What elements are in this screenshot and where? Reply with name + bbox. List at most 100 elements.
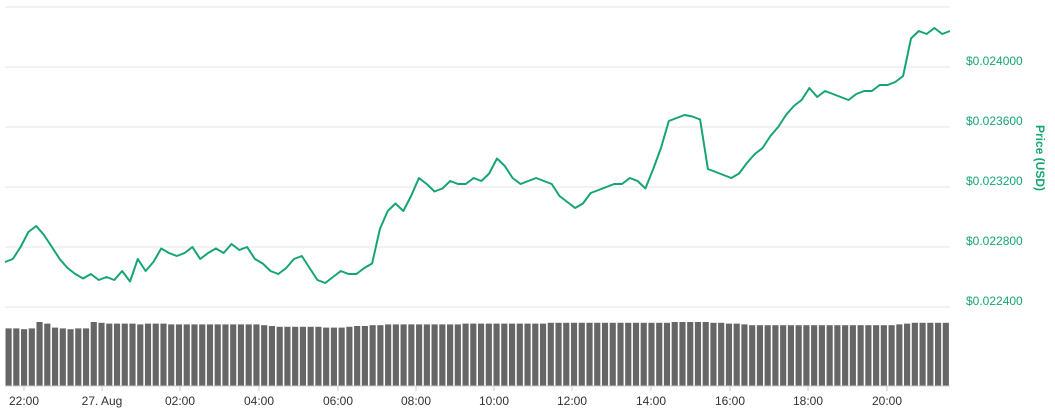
volume-bar (20, 329, 28, 386)
volume-bar (865, 325, 872, 386)
volume-bar (191, 324, 198, 386)
volume-bar (780, 325, 787, 386)
volume-bar (354, 326, 361, 386)
volume-bar (803, 325, 810, 386)
volume-bar (175, 324, 183, 386)
volume-bar (276, 326, 283, 386)
volume-bar (447, 324, 454, 386)
volume-bar (261, 325, 268, 386)
volume-bar (485, 323, 492, 386)
volume-bar (702, 322, 709, 386)
volume-bar (733, 323, 740, 386)
volume-bar (416, 324, 423, 386)
volume-bar (59, 328, 66, 386)
volume-bar (392, 324, 399, 386)
volume-bar (547, 322, 554, 386)
x-tick-label: 12:00 (557, 394, 587, 408)
volume-bar (919, 322, 926, 386)
volume-bar (51, 327, 59, 386)
volume-bar (710, 322, 717, 386)
volume-bar (423, 324, 430, 386)
y-tick-label: $0.024000 (966, 54, 1023, 68)
volume-bar (516, 323, 523, 386)
y-tick-label: $0.022800 (966, 234, 1023, 248)
volume-bar (609, 322, 616, 386)
volume-bar (811, 325, 818, 386)
grid-lines (5, 6, 950, 308)
volume-bar (826, 325, 833, 386)
volume-bar (880, 325, 887, 386)
volume-bar (904, 323, 911, 386)
x-tick-label: 02:00 (165, 394, 195, 408)
volume-bar (632, 322, 640, 386)
volume-bar (408, 324, 415, 386)
x-tick-label: 16:00 (715, 394, 745, 408)
volume-bar (501, 323, 508, 386)
volume-bar (13, 328, 20, 386)
volume-bar (795, 325, 802, 386)
volume-bar (508, 323, 516, 386)
x-tick-label: 20:00 (872, 394, 902, 408)
volume-bar (214, 324, 221, 386)
volume-bar (106, 323, 113, 386)
volume-bar (199, 324, 206, 386)
volume-bar (617, 322, 624, 386)
volume-bar (121, 323, 128, 386)
volume-bar (98, 322, 105, 386)
volume-bar (361, 326, 368, 386)
volume-bar (741, 324, 748, 386)
volume-bar (818, 325, 825, 386)
volume-bar (245, 324, 252, 386)
volume-bar (888, 325, 895, 386)
volume-bar (640, 322, 647, 386)
volume-bar (439, 324, 446, 386)
x-tick-label: 06:00 (323, 394, 353, 408)
volume-bar (586, 322, 593, 386)
volume-bar (764, 325, 771, 386)
volume-bar (594, 322, 601, 386)
volume-bar (299, 326, 306, 386)
volume-bar (625, 322, 632, 386)
x-tick-label: 08:00 (401, 394, 431, 408)
volume-bar (570, 322, 578, 386)
volume-bar (144, 323, 152, 386)
volume-bar (911, 322, 918, 386)
volume-bar (524, 323, 531, 386)
volume-bar (222, 324, 229, 386)
volume-bar (137, 324, 144, 386)
volume-bar (377, 325, 384, 386)
volume-bar (160, 323, 167, 386)
volume-bar (323, 327, 330, 386)
volume-bar (183, 324, 190, 386)
volume-bar (338, 327, 345, 386)
volume-bar (563, 322, 570, 386)
volume-bar (679, 322, 686, 386)
volume-bar (896, 324, 903, 386)
volume-bar (75, 328, 82, 386)
volume-bar (927, 322, 934, 386)
volume-bar (385, 324, 392, 386)
x-tick-label: 22:00 (9, 394, 39, 408)
volume-bar (935, 322, 942, 386)
volume-bar (578, 322, 585, 386)
x-tick-label: 18:00 (793, 394, 823, 408)
volume-bar (129, 323, 136, 386)
y-axis-label: Price (USD) (1033, 125, 1047, 191)
y-tick-label: $0.023200 (966, 174, 1023, 188)
volume-bar (857, 325, 864, 386)
volume-bar (694, 322, 702, 386)
volume-bar (478, 323, 485, 386)
volume-bar (253, 324, 260, 386)
volume-bar (772, 325, 779, 386)
volume-bar (656, 322, 663, 386)
volume-bar (152, 323, 159, 386)
volume-bar (67, 329, 74, 386)
volume-bar (90, 322, 97, 386)
x-axis-tick-labels: 22:00 27. Aug 02:00 04:00 06:00 08:00 10:00 12:… (9, 386, 902, 408)
volume-bar (36, 322, 43, 386)
price-line (4, 27, 951, 284)
x-tick-label: 04:00 (244, 394, 274, 408)
volume-bar (756, 325, 763, 386)
volume-bar (28, 328, 35, 386)
volume-bar (873, 325, 880, 386)
